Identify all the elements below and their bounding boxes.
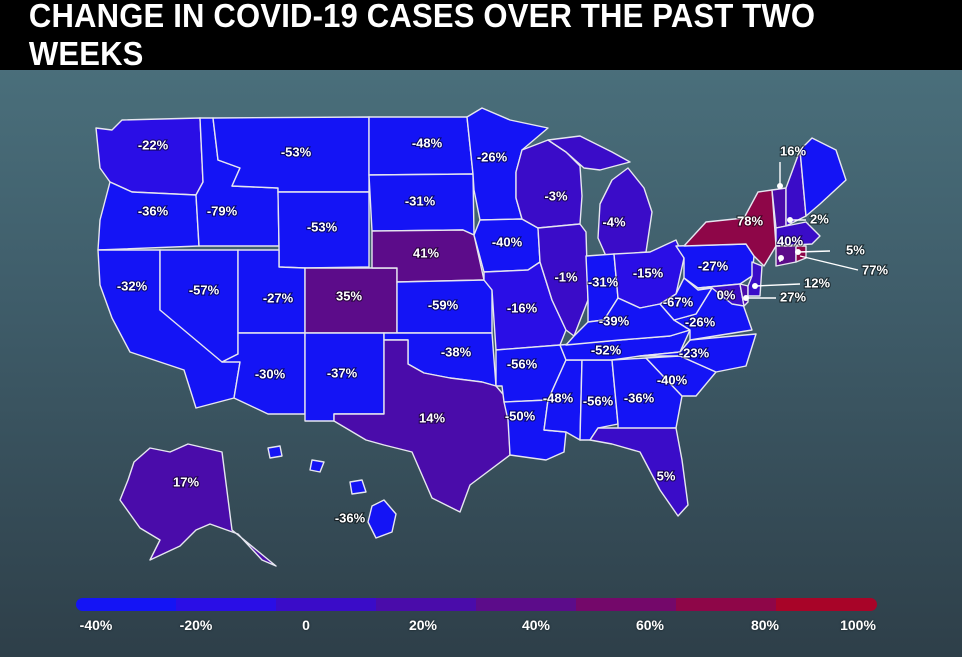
state-MI-lower (597, 167, 653, 257)
state-HI (367, 499, 397, 539)
state-NY (683, 189, 777, 267)
state-value-mi: -4% (602, 214, 626, 229)
callout-dot-de (743, 295, 749, 301)
callout-line-ri (799, 255, 859, 271)
state-value-ia: -40% (492, 234, 523, 249)
state-value-sd: -31% (405, 193, 436, 208)
state-value-pa: -27% (698, 258, 729, 273)
state-value-ga: -36% (624, 390, 655, 405)
color-legend (76, 598, 877, 614)
state-value-md: 0% (717, 287, 736, 302)
title-bar: CHANGE IN COVID-19 CASES OVER THE PAST T… (0, 0, 962, 72)
state-value-oh: -15% (633, 265, 664, 280)
legend-ticks: -40% -20% 0 20% 40% 60% 80% 100% (0, 617, 962, 637)
state-value-ca: -32% (117, 278, 148, 293)
legend-swatch (576, 598, 677, 611)
state-MI (547, 135, 631, 171)
state-value-wa: -22% (138, 137, 169, 152)
state-WI (515, 139, 583, 229)
state-KS (396, 279, 493, 334)
state-value-ma: 5% (846, 242, 865, 257)
state-value-mo: -16% (507, 300, 538, 315)
state-value-ar: -56% (507, 356, 538, 371)
state-value-il: -1% (554, 269, 578, 284)
state-value-nm: -37% (327, 365, 358, 380)
state-value-id: -79% (207, 203, 238, 218)
state-value-ks: -59% (428, 297, 459, 312)
state-AK (119, 443, 277, 567)
state-value-nv: -57% (189, 282, 220, 297)
state-value-az: -30% (255, 366, 286, 381)
state-FL (589, 427, 689, 517)
state-value-fl: 5% (657, 468, 676, 483)
callout-line-nj (754, 283, 801, 287)
state-value-ri: 77% (862, 262, 888, 277)
state-value-nc: -23% (679, 345, 710, 360)
state-value-hi: -36% (335, 510, 366, 525)
state-value-al: -56% (583, 393, 614, 408)
state-value-ak: 17% (173, 474, 199, 489)
state-value-tn: -52% (591, 342, 622, 357)
legend-tick-label: 40% (521, 617, 551, 633)
state-TX (333, 339, 511, 513)
state-value-co: 35% (336, 288, 362, 303)
state-ME (799, 137, 847, 217)
callout-dot-ct (778, 255, 784, 261)
map-title: CHANGE IN COVID-19 CASES OVER THE PAST T… (28, 0, 816, 72)
state-value-mt: -53% (281, 144, 312, 159)
state-value-wv: -67% (663, 294, 694, 309)
state-value-la: -50% (505, 408, 536, 423)
state-HI-maui (349, 479, 367, 495)
legend-swatch (676, 598, 777, 611)
callout-dot-vt (777, 183, 783, 189)
state-value-mn: -26% (477, 149, 508, 164)
state-value-in: -31% (588, 274, 619, 289)
state-value-nj: 12% (804, 275, 830, 290)
legend-swatch (776, 598, 877, 611)
state-HI-kauai (267, 445, 283, 459)
state-value-wi: -3% (544, 188, 568, 203)
callout-dot-nh (787, 217, 793, 223)
state-value-ct: 40% (777, 233, 803, 248)
callout-dot-ma (795, 249, 801, 255)
state-value-ok: -38% (441, 344, 472, 359)
callout-dot-nj (752, 283, 758, 289)
state-value-ky: -39% (599, 313, 630, 328)
state-WV (659, 277, 713, 321)
legend-tick-label: 20% (408, 617, 438, 633)
state-value-vt: 16% (780, 143, 806, 158)
legend-swatch (276, 598, 377, 611)
legend-swatch (176, 598, 277, 611)
state-value-ms: -48% (543, 390, 574, 405)
state-value-nh: 2% (810, 211, 829, 226)
legend-swatch (376, 598, 477, 611)
state-MA (775, 221, 821, 247)
callouts (743, 162, 859, 301)
callout-line-ma (797, 250, 831, 253)
legend-tick-label: -20% (179, 617, 213, 633)
state-value-ny: 78% (737, 213, 763, 228)
state-MO (483, 261, 567, 351)
state-value-va: -26% (685, 314, 716, 329)
state-value-de: 27% (780, 289, 806, 304)
legend-tick-label: 0 (302, 617, 310, 633)
state-value-or: -36% (138, 203, 169, 218)
legend-swatch (476, 598, 577, 611)
state-value-ut: -27% (263, 290, 294, 305)
state-HI-oahu (309, 459, 325, 473)
state-NC (639, 333, 757, 373)
state-value-ne: 41% (413, 245, 439, 260)
state-value-wy: -53% (307, 219, 338, 234)
state-value-sc: -40% (657, 372, 688, 387)
state-MD (697, 283, 745, 307)
legend-tick-label: -40% (79, 617, 113, 633)
legend-tick-label: 100% (840, 617, 876, 633)
state-value-nd: -48% (412, 135, 443, 150)
legend-swatch (76, 598, 177, 611)
state-value-tx: 14% (419, 410, 445, 425)
legend-tick-label: 60% (635, 617, 665, 633)
legend-tick-label: 80% (750, 617, 780, 633)
